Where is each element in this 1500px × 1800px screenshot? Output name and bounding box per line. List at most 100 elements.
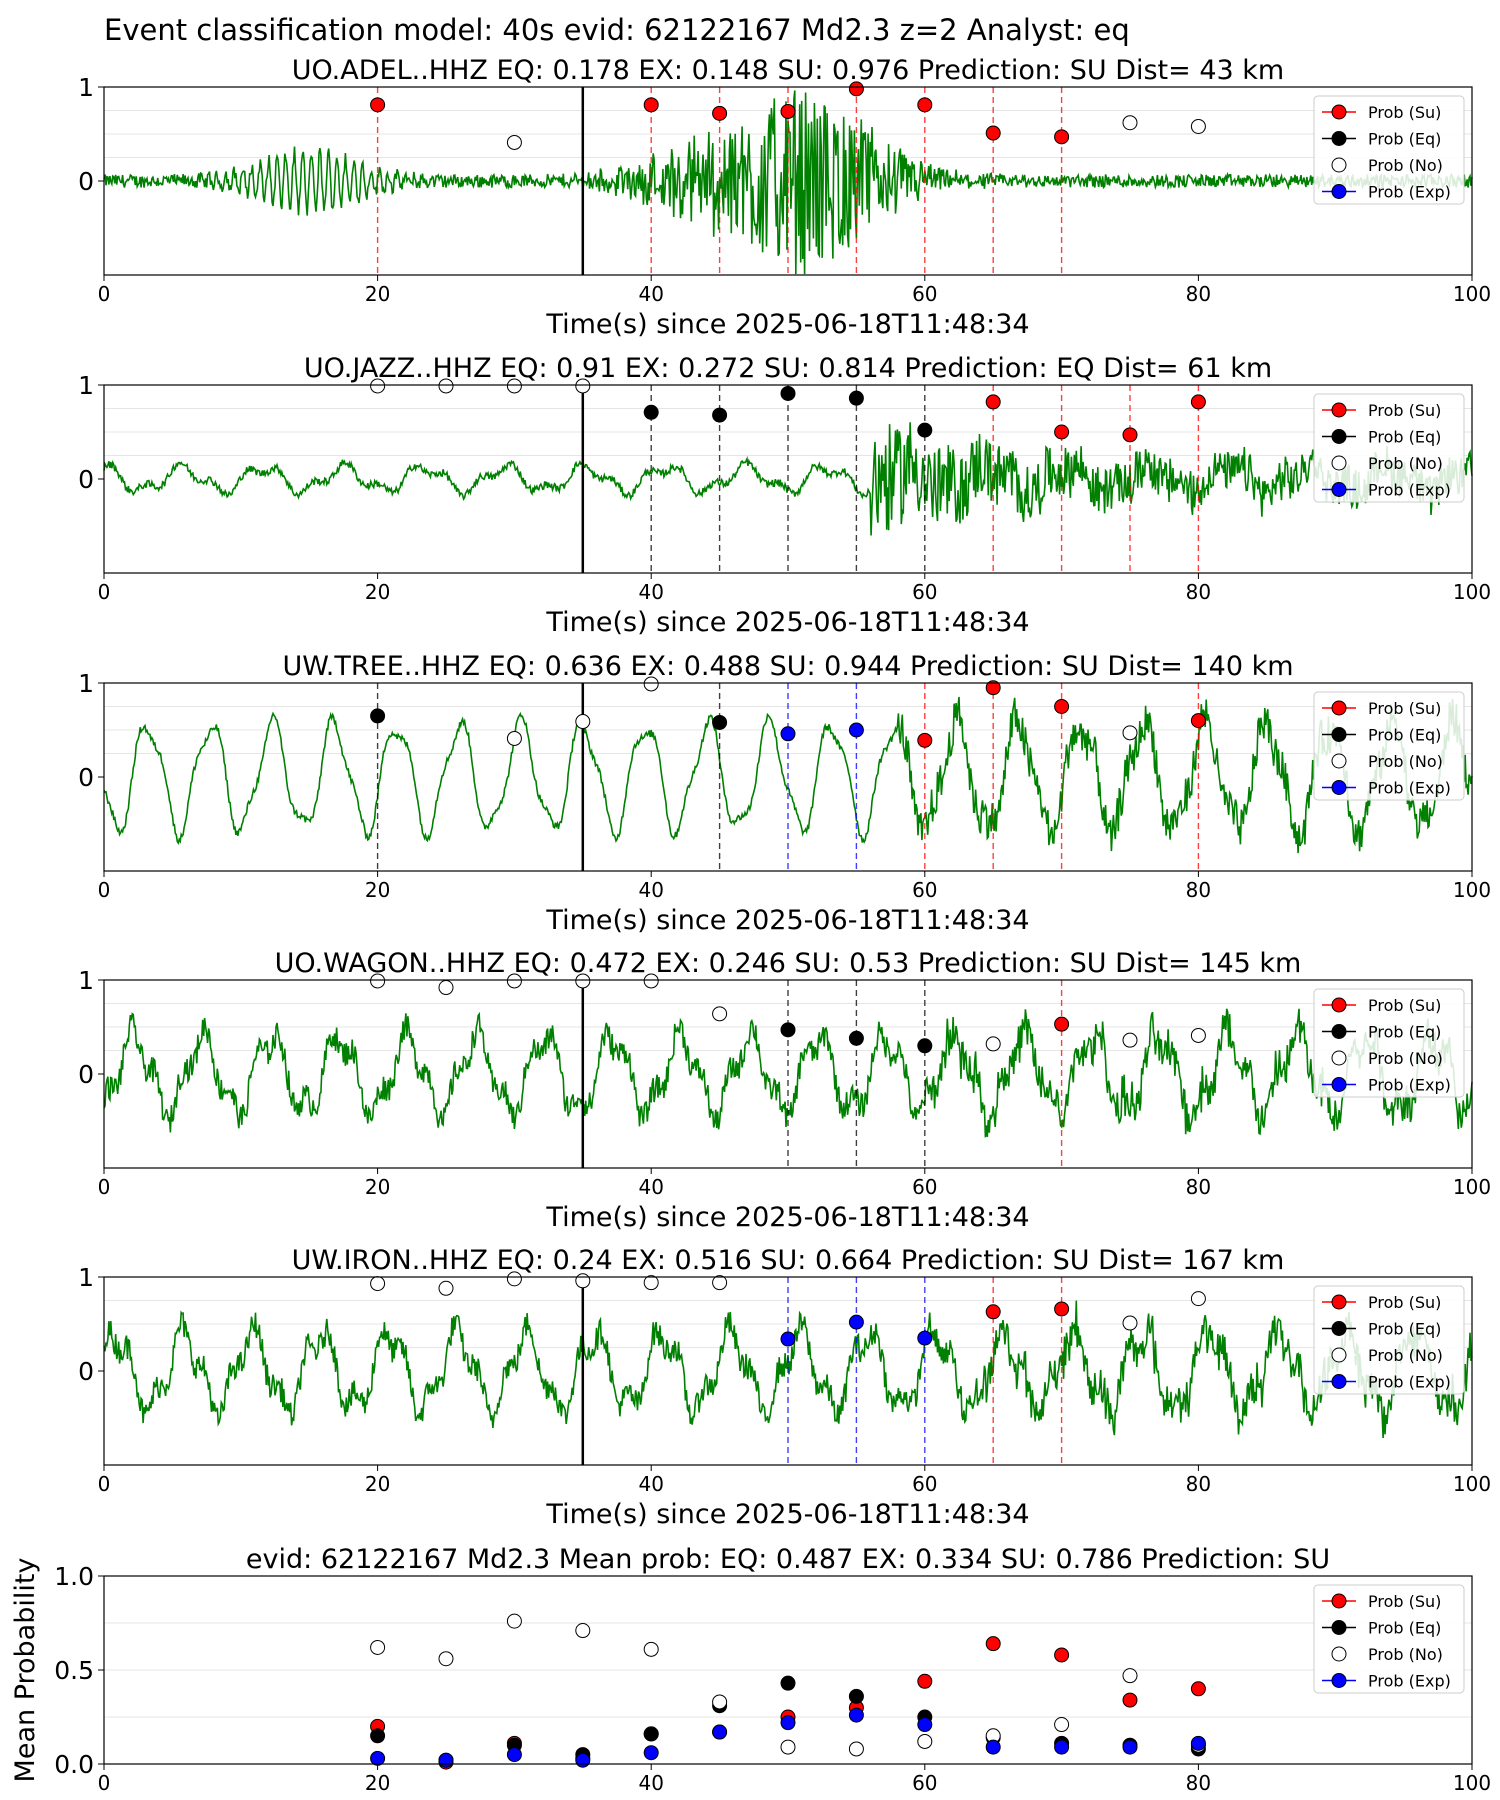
legend-marker-su <box>1331 997 1347 1013</box>
legend-label: Prob (Su) <box>1368 401 1441 420</box>
legend-marker-eq <box>1331 131 1347 146</box>
point-su <box>985 394 1001 410</box>
point-su <box>370 97 386 113</box>
point-su <box>1054 129 1070 145</box>
point-no <box>575 714 591 730</box>
point-su <box>985 125 1001 141</box>
point-eq <box>848 390 864 406</box>
x-tick-label: 40 <box>638 1472 663 1496</box>
point-no <box>438 1651 454 1667</box>
point-no <box>506 1613 522 1629</box>
point-exp <box>370 1750 386 1766</box>
point-no <box>370 1276 386 1292</box>
point-su <box>1054 699 1070 714</box>
point-no <box>438 1280 454 1296</box>
y-tick-label: 0.0 <box>54 1750 94 1779</box>
x-axis-label: Time(s) since 2025-06-18T11:48:34 <box>545 309 1029 340</box>
legend-marker-eq <box>1331 429 1347 444</box>
x-tick-label: 40 <box>638 878 663 902</box>
x-tick-label: 20 <box>365 1771 390 1795</box>
point-no <box>1190 118 1206 134</box>
y-tick-label: 0 <box>78 465 94 494</box>
legend-marker-no <box>1331 753 1347 769</box>
panel-title: evid: 62122167 Md2.3 Mean prob: EQ: 0.48… <box>246 1544 1330 1575</box>
point-no <box>780 1739 796 1755</box>
x-tick-label: 0 <box>98 1771 111 1795</box>
point-su <box>1122 427 1138 443</box>
y-tick-label: 0.5 <box>54 1656 94 1685</box>
panel-title: UO.WAGON..HHZ EQ: 0.472 EX: 0.246 SU: 0.… <box>275 948 1302 979</box>
waveform-trace <box>103 1300 1473 1439</box>
legend-label: Prob (Exp) <box>1368 779 1451 798</box>
panel-title: UW.IRON..HHZ EQ: 0.24 EX: 0.516 SU: 0.66… <box>292 1245 1285 1276</box>
x-tick-label: 80 <box>1186 1472 1211 1496</box>
point-no <box>575 1623 591 1639</box>
point-exp <box>575 1752 591 1768</box>
point-su <box>985 680 1001 696</box>
x-tick-label: 20 <box>365 1175 390 1199</box>
legend-label: Prob (Eq) <box>1368 726 1441 745</box>
legend-label: Prob (Su) <box>1368 996 1441 1015</box>
point-no <box>1054 1717 1070 1733</box>
point-su <box>917 732 933 748</box>
point-su <box>780 103 796 119</box>
legend-marker-su <box>1331 402 1347 418</box>
legend-box <box>1313 691 1465 801</box>
x-tick-label: 80 <box>1186 1175 1211 1199</box>
legend-label: Prob (Exp) <box>1368 1373 1451 1392</box>
legend-label: Prob (Su) <box>1368 1293 1441 1312</box>
point-eq <box>370 1728 386 1744</box>
panel-1: UO.JAZZ..HHZ EQ: 0.91 EX: 0.272 SU: 0.81… <box>78 353 1491 638</box>
y-tick-label: 0 <box>78 1357 94 1386</box>
point-exp <box>1054 1739 1070 1755</box>
point-no <box>712 1006 728 1022</box>
legend-label: Prob (Su) <box>1368 103 1441 122</box>
point-exp <box>506 1747 522 1763</box>
panel-0: UO.ADEL..HHZ EQ: 0.178 EX: 0.148 SU: 0.9… <box>78 55 1491 340</box>
point-su <box>712 105 728 121</box>
x-tick-label: 40 <box>638 1175 663 1199</box>
x-tick-label: 100 <box>1453 1771 1491 1795</box>
point-eq <box>848 1688 864 1704</box>
x-axis-label: Time(s) since 2025-06-18T11:48:34 <box>545 905 1029 936</box>
legend-marker-su <box>1331 104 1347 120</box>
legend: Prob (Su) Prob (Eq) Prob (No) Prob (Exp) <box>1313 988 1465 1098</box>
point-su <box>643 97 659 113</box>
legend-marker-exp <box>1331 1077 1347 1092</box>
x-tick-label: 100 <box>1453 580 1491 604</box>
point-no <box>575 1273 591 1289</box>
point-exp <box>438 1752 454 1768</box>
legend-label: Prob (Eq) <box>1368 428 1441 447</box>
point-eq <box>848 1030 864 1046</box>
point-no <box>643 676 659 692</box>
point-eq <box>917 422 933 438</box>
y-tick-label: 1 <box>78 669 94 698</box>
panel-3: UO.WAGON..HHZ EQ: 0.472 EX: 0.246 SU: 0.… <box>78 948 1491 1233</box>
point-su <box>985 1304 1001 1320</box>
x-tick-label: 80 <box>1186 282 1211 306</box>
legend-label: Prob (Exp) <box>1368 481 1451 500</box>
point-su <box>848 81 864 97</box>
y-tick-label: 1.0 <box>54 1562 94 1591</box>
point-no <box>506 378 522 394</box>
point-no <box>643 973 659 989</box>
legend-label: Prob (No) <box>1368 1645 1443 1664</box>
point-su <box>1190 394 1206 410</box>
point-exp <box>985 1739 1001 1755</box>
point-su <box>917 1673 933 1689</box>
x-tick-label: 40 <box>638 1771 663 1795</box>
point-su <box>1054 424 1070 440</box>
x-tick-label: 100 <box>1453 1175 1491 1199</box>
point-no <box>643 1641 659 1657</box>
legend-label: Prob (Exp) <box>1368 1672 1451 1691</box>
figure-suptitle: Event classification model: 40s evid: 62… <box>104 13 1130 47</box>
point-eq <box>780 1675 796 1691</box>
x-tick-label: 80 <box>1186 580 1211 604</box>
point-eq <box>370 708 386 724</box>
point-su <box>985 1636 1001 1652</box>
x-tick-label: 80 <box>1186 1771 1211 1795</box>
point-eq <box>917 1038 933 1054</box>
point-no <box>506 973 522 989</box>
legend-label: Prob (No) <box>1368 1346 1443 1365</box>
point-no <box>712 1694 728 1710</box>
